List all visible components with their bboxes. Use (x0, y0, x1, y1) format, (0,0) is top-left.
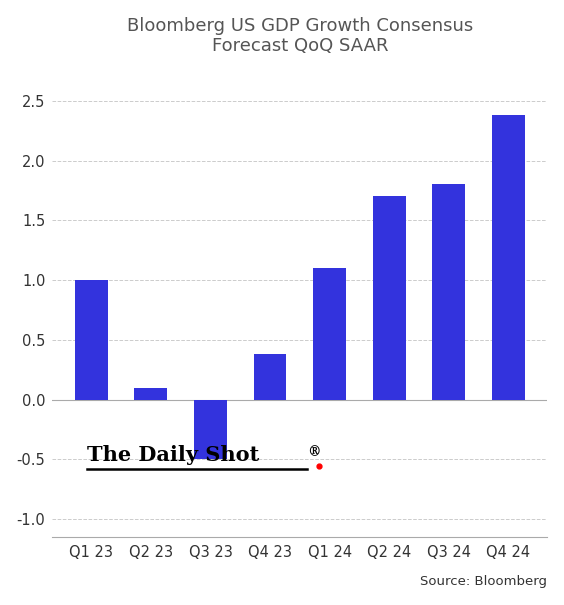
Text: ®: ® (307, 445, 321, 459)
Text: Source: Bloomberg: Source: Bloomberg (420, 575, 547, 589)
Bar (373, 197, 406, 400)
Bar (75, 280, 108, 400)
Text: The Daily Shot: The Daily Shot (87, 445, 259, 465)
Bar (492, 115, 525, 400)
Bar (194, 400, 227, 459)
Bar (254, 354, 287, 400)
Bar (134, 388, 168, 400)
Bar (433, 185, 465, 400)
Bar (313, 268, 346, 400)
Title: Bloomberg US GDP Growth Consensus
Forecast QoQ SAAR: Bloomberg US GDP Growth Consensus Foreca… (127, 17, 473, 56)
